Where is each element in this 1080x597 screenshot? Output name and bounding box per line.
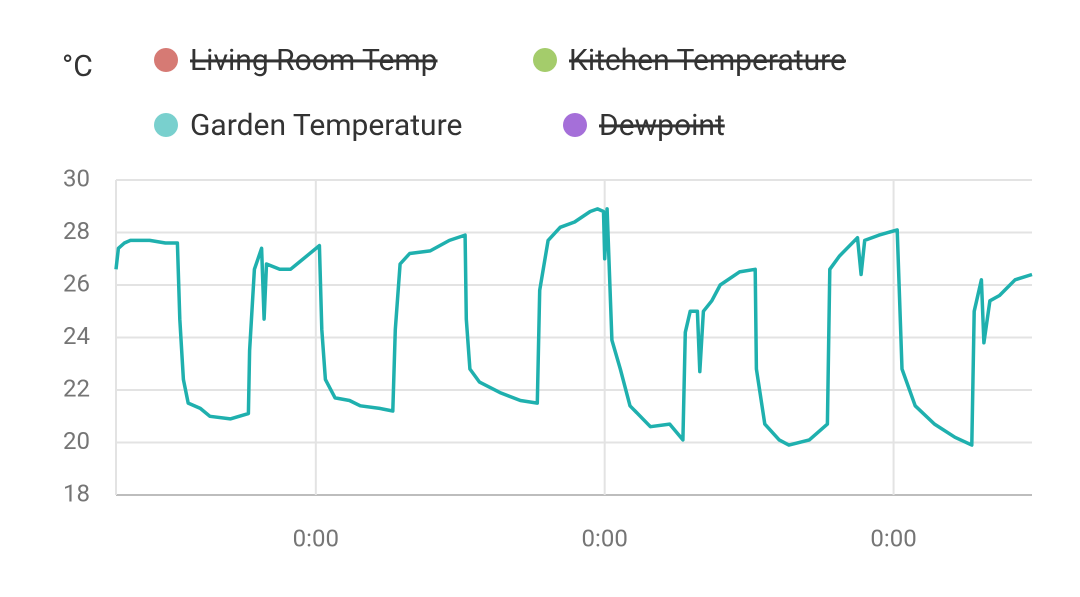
legend-marker	[154, 48, 178, 72]
x-tick-label: 0:00	[870, 524, 916, 552]
legend-marker	[154, 113, 178, 137]
legend-marker	[563, 113, 587, 137]
y-axis-unit: °C	[62, 49, 93, 84]
y-tick-label: 20	[63, 427, 90, 455]
legend-label: Dewpoint	[599, 108, 725, 143]
legend-label: Kitchen Temperature	[569, 43, 846, 78]
y-tick-label: 26	[63, 269, 90, 297]
y-tick-label: 24	[63, 322, 90, 350]
y-tick-label: 18	[63, 479, 90, 507]
y-tick-label: 30	[63, 164, 90, 192]
y-tick-label: 22	[63, 374, 90, 402]
legend-label: Living Room Temp	[190, 43, 438, 78]
x-tick-label: 0:00	[293, 524, 339, 552]
data-line	[114, 207, 1033, 447]
legend-label: Garden Temperature	[190, 108, 462, 143]
y-tick-label: 28	[63, 217, 90, 245]
x-tick-label: 0:00	[582, 524, 628, 552]
legend-marker	[533, 48, 557, 72]
